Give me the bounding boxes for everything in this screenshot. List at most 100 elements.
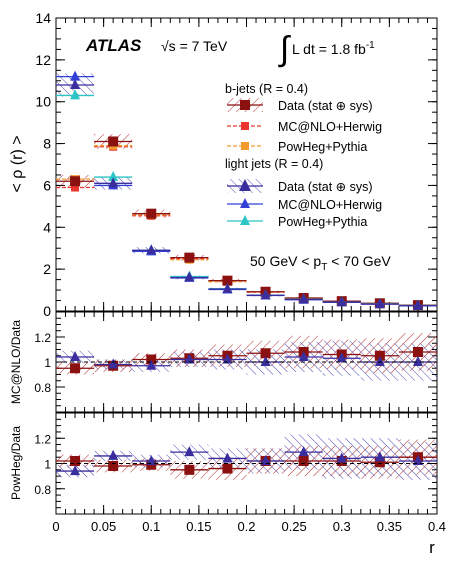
x-tick-labels: 0 0.05 0.1 0.15 0.2 0.25 0.3 0.35 0.4 [52, 519, 446, 534]
l-data-point-1 [108, 177, 119, 188]
pow-ratio-b-point-8 [374, 457, 385, 468]
pow-ratio-l-point-9 [412, 454, 423, 465]
b-data-point-1 [108, 136, 119, 147]
pt-range-end: < 70 GeV [327, 253, 391, 269]
x-tick-label-7: 0.35 [377, 519, 402, 534]
mc-ratio-l-point-8 [374, 356, 385, 366]
mc-ratio-l-point-2 [146, 359, 157, 370]
mc-ratio-l-point-4 [222, 353, 233, 364]
legend-b-data-label: Data (stat ⊕ sys) [278, 99, 373, 113]
main-y-tick-label-3: 6 [43, 177, 51, 193]
pow-ratio-l-point-1 [108, 449, 119, 460]
pow-ratio-x-axis [55, 413, 438, 514]
lumi-superscript: -1 [366, 40, 375, 51]
main-data-marks [56, 70, 437, 311]
x-tick-label-6: 0.3 [333, 519, 351, 534]
mc-y-tick-label-2: 1.2 [34, 331, 51, 345]
pt-range-text: 50 GeV < p [250, 253, 321, 269]
l-mc-point-0 [70, 70, 81, 81]
b-data-point-3 [184, 252, 195, 263]
legend-l-data-label: Data (stat ⊕ sys) [278, 180, 373, 194]
mc-ratio-marks [56, 333, 437, 381]
l-data-point-2 [146, 244, 157, 255]
x-tick-label-0: 0 [52, 519, 59, 534]
x-tick-label-5: 0.25 [281, 519, 306, 534]
mc-y-tick-label-0: 0.8 [34, 381, 51, 395]
mc-y-tick-label-1: 1 [44, 356, 51, 370]
pow-y-tick-label-0: 0.8 [34, 483, 51, 497]
legend-l-pow-marker [240, 215, 250, 225]
main-panel: 0 2 4 6 8 10 12 14 < ρ (r) > ATLAS √s = 7 TeV ∫… [9, 10, 438, 319]
mc-ratio-y-axis-label: MC@NLO/Data [9, 320, 23, 405]
legend-bjets-header: b-jets (R = 0.4) [225, 82, 308, 96]
b-data-point-4 [222, 275, 233, 286]
atlas-label: ATLAS [85, 36, 142, 55]
main-y-tick-label-2: 4 [43, 219, 51, 235]
l-data-point-5 [260, 289, 271, 300]
b-data-point-0 [70, 176, 81, 187]
pow-ratio-l-point-4 [222, 452, 233, 463]
pow-ratio-l-point-0 [70, 465, 81, 476]
pow-ratio-b-point-1 [108, 461, 119, 472]
l-pow-point-0 [70, 89, 81, 100]
mc-ratio-b-point-0 [70, 363, 81, 374]
mc-ratio-l-point-6 [298, 351, 309, 361]
legend-l-mc-label: MC@NLO+Herwig [278, 198, 382, 212]
energy-label: √s = 7 TeV [161, 38, 228, 54]
pow-ratio-l-point-3 [184, 446, 195, 457]
mc-ratio-l-point-9 [412, 356, 423, 366]
main-y-axis: 0 2 4 6 8 10 12 14 [35, 10, 437, 319]
pow-ratio-l-point-6 [298, 446, 309, 457]
l-data-point-0 [70, 78, 81, 89]
pow-ratio-b-point-3 [184, 464, 195, 475]
mc-ratio-b-point-5 [260, 348, 271, 359]
pow-y-tick-label-1: 1 [44, 458, 51, 472]
main-y-tick-label-1: 2 [43, 261, 51, 277]
x-axis-label: r [429, 538, 435, 557]
mc-ratio-panel: 0.8 1 1.2 MC@NLO/Data [9, 311, 438, 413]
l-data-point-9 [412, 299, 423, 310]
l-data-point-6 [298, 293, 309, 304]
legend-entries: Data (stat ⊕ sys) MC@NLO+Herwig PowHeg+Pyt… [227, 98, 382, 229]
main-y-tick-label-7: 14 [35, 10, 51, 26]
pow-ratio-marks [56, 434, 437, 480]
legend-b-data-marker [240, 100, 250, 110]
mc-ratio-x-axis [55, 312, 438, 412]
pow-ratio-b-point-0 [70, 455, 81, 466]
legend-b-pow-label: PowHeg+Pythia [278, 140, 367, 154]
x-tick-label-3: 0.15 [186, 519, 211, 534]
x-tick-label-8: 0.4 [428, 519, 446, 534]
lumi-label: L dt = 1.8 fb-1 [292, 40, 375, 57]
mc-ratio-b-point-2 [146, 354, 157, 365]
main-y-tick-label-0: 0 [43, 303, 51, 319]
lumi-text: L dt = 1.8 fb [292, 41, 366, 57]
x-tick-label-2: 0.1 [142, 519, 160, 534]
main-y-tick-label-4: 8 [43, 136, 51, 152]
l-data-point-4 [222, 283, 233, 294]
b-mc-point-0 [71, 183, 80, 192]
mc-ratio-l-point-3 [184, 353, 195, 364]
b-data-point-2 [146, 208, 157, 219]
lumi-integral-sign: ∫ [278, 30, 291, 68]
legend-light-header: light jets (R = 0.4) [225, 157, 323, 171]
pt-range-subscript: T [321, 262, 327, 273]
main-x-axis [55, 18, 438, 311]
pow-ratio-l-point-2 [146, 454, 157, 465]
pow-ratio-b-point-6 [298, 455, 309, 466]
legend-l-data-marker [239, 179, 251, 191]
pow-ratio-l-point-7 [336, 452, 347, 463]
mc-ratio-l-point-1 [108, 358, 119, 369]
pow-ratio-l-point-5 [260, 454, 271, 465]
mc-ratio-l-point-0 [70, 351, 81, 361]
mc-ratio-l-point-7 [336, 352, 347, 363]
x-tick-label-1: 0.05 [91, 519, 116, 534]
main-y-tick-label-5: 10 [35, 94, 51, 110]
mc-ratio-b-point-9 [412, 347, 423, 357]
mc-ratio-l-point-5 [260, 356, 271, 366]
pow-ratio-panel: 0.811.2 PowHeg/Data 0 0.05 0.1 0.15 0.2 0.25 0… [9, 412, 446, 557]
legend: b-jets (R = 0.4) Data (stat ⊕ sys) MC@NLO… [225, 82, 382, 229]
pow-ratio-l-point-8 [374, 451, 385, 462]
pow-ratio-b-point-4 [222, 463, 233, 474]
mc-ratio-b-point-8 [374, 350, 385, 361]
legend-b-pow-marker [241, 142, 249, 150]
